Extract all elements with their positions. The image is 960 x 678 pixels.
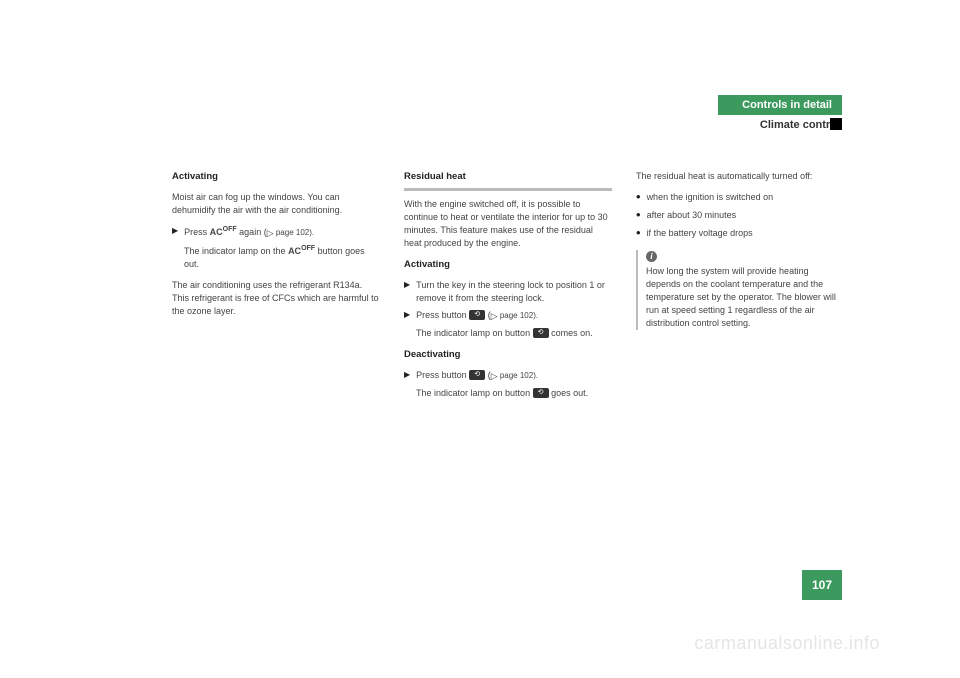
page-ref-icon: ▷ — [491, 311, 498, 321]
rest-button-icon: ⟲ — [533, 328, 549, 338]
page-ref-icon: ▷ — [491, 371, 498, 381]
page-header: Controls in detail Climate control — [718, 95, 842, 135]
text-fragment: The indicator lamp on the — [184, 246, 288, 256]
col3-bullet-3: • if the battery voltage drops — [636, 227, 844, 240]
bullet-text: if the battery voltage drops — [647, 227, 753, 240]
step-marker-icon: ▶ — [404, 309, 410, 323]
page-ref: page 102). — [498, 371, 538, 380]
bullet-text: when the ignition is switched on — [647, 191, 774, 204]
info-text: How long the system will provide heat­in… — [646, 265, 844, 330]
header-marker — [830, 118, 842, 130]
col3-bullet-1: • when the ignition is switched on — [636, 191, 844, 204]
col1-heading-activating: Activating — [172, 170, 380, 184]
col3-para-1: The residual heat is automatically turne… — [636, 170, 844, 183]
bullet-text: after about 30 minutes — [647, 209, 737, 222]
page-ref: page 102). — [498, 311, 538, 320]
col2-step-2: ▶ Press button ⟲ (▷ page 102). — [404, 309, 612, 323]
page-number-badge: 107 — [802, 570, 842, 600]
col2-step-1: ▶ Turn the key in the steering lock to p… — [404, 279, 612, 305]
col2-para-1: With the engine switched off, it is poss… — [404, 198, 612, 250]
col1-sub-1: The indicator lamp on the ACOFF button g… — [184, 244, 380, 271]
text-fragment: The indicator lamp on button — [416, 328, 533, 338]
info-note: i How long the system will provide heat­… — [636, 250, 844, 330]
col2-sub-3: The indicator lamp on button ⟲ goes out. — [416, 387, 612, 400]
text-fragment: Press — [184, 227, 210, 237]
col2-sub-2: The indicator lamp on button ⟲ comes on. — [416, 327, 612, 340]
text-fragment: The indicator lamp on button — [416, 388, 533, 398]
off-superscript: OFF — [301, 245, 315, 252]
column-2: Residual heat With the engine switched o… — [404, 170, 612, 408]
rest-button-icon: ⟲ — [533, 388, 549, 398]
text-fragment: goes out. — [549, 388, 589, 398]
col2-heading-activating: Activating — [404, 258, 612, 272]
ac-label: AC — [210, 227, 223, 237]
col1-step-1-text: Press ACOFF again (▷ page 102). — [184, 225, 380, 240]
col3-bullet-2: • after about 30 minutes — [636, 209, 844, 222]
info-icon: i — [646, 251, 657, 262]
column-1: Activating Moist air can fog up the wind… — [172, 170, 380, 408]
rest-button-icon: ⟲ — [469, 310, 485, 320]
col2-heading-residual: Residual heat — [404, 170, 612, 184]
col1-step-1: ▶ Press ACOFF again (▷ page 102). — [172, 225, 380, 240]
page-ref-icon: ▷ — [267, 228, 274, 238]
ac-label: AC — [288, 246, 301, 256]
bullet-icon: • — [636, 191, 641, 204]
column-3: The residual heat is automatically turne… — [636, 170, 844, 408]
heading-underline — [404, 188, 612, 191]
text-fragment: Press button — [416, 310, 469, 320]
off-superscript: OFF — [223, 226, 237, 233]
content-columns: Activating Moist air can fog up the wind… — [172, 170, 844, 408]
col1-para-1: Moist air can fog up the windows. You ca… — [172, 191, 380, 217]
step-marker-icon: ▶ — [404, 279, 410, 305]
chapter-title: Controls in detail — [718, 95, 842, 115]
col1-para-2: The air conditioning uses the refrigeran… — [172, 279, 380, 318]
col2-heading-deactivating: Deactivating — [404, 348, 612, 362]
col2-step-1-text: Turn the key in the steering lock to pos… — [416, 279, 612, 305]
watermark: carmanualsonline.info — [694, 633, 880, 654]
step-marker-icon: ▶ — [172, 225, 178, 240]
rest-button-icon: ⟲ — [469, 370, 485, 380]
page-ref: page 102). — [274, 228, 314, 237]
col2-step-3: ▶ Press button ⟲ (▷ page 102). — [404, 369, 612, 383]
text-fragment: comes on. — [549, 328, 593, 338]
text-fragment: again ( — [237, 227, 267, 237]
col2-step-2-text: Press button ⟲ (▷ page 102). — [416, 309, 612, 323]
text-fragment: Press button — [416, 370, 469, 380]
bullet-icon: • — [636, 227, 641, 240]
col2-step-3-text: Press button ⟲ (▷ page 102). — [416, 369, 612, 383]
bullet-icon: • — [636, 209, 641, 222]
step-marker-icon: ▶ — [404, 369, 410, 383]
section-title: Climate control — [718, 115, 842, 135]
